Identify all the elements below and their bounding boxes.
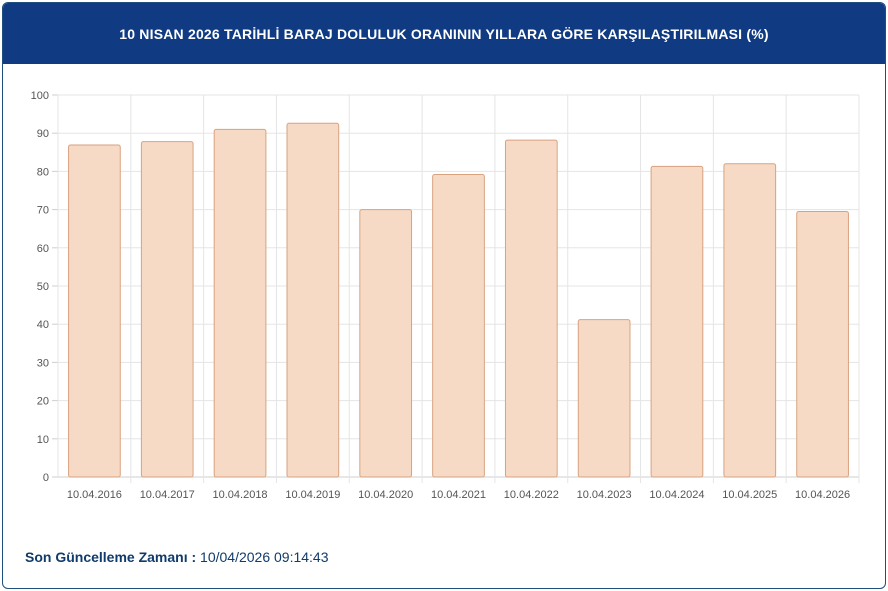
y-tick-label: 40 <box>37 319 49 331</box>
x-tick-label: 10.04.2017 <box>140 489 195 501</box>
x-tick-label: 10.04.2020 <box>358 489 413 501</box>
bar-10.04.2018[interactable] <box>213 128 267 478</box>
x-tick-label: 10.04.2025 <box>722 489 777 501</box>
x-tick-label: 10.04.2018 <box>213 489 268 501</box>
x-tick-label: 10.04.2022 <box>504 489 559 501</box>
bar-10.04.2023[interactable] <box>577 319 631 478</box>
bar-10.04.2019[interactable] <box>286 122 340 478</box>
bar-layer <box>68 122 849 478</box>
y-tick-label: 80 <box>37 166 49 178</box>
x-tick-label: 10.04.2021 <box>431 489 486 501</box>
y-tick-label: 50 <box>37 281 49 293</box>
last-updated-label: Son Güncelleme Zamanı : <box>25 549 197 565</box>
bar-10.04.2020[interactable] <box>359 209 413 478</box>
x-tick-label: 10.04.2024 <box>649 489 704 501</box>
y-tick-label: 90 <box>37 128 49 140</box>
x-tick-label: 10.04.2023 <box>577 489 632 501</box>
card-header: 10 NISAN 2026 TARİHLİ BARAJ DOLULUK ORAN… <box>3 3 885 64</box>
bar-10.04.2022[interactable] <box>504 139 558 478</box>
bar-10.04.2021[interactable] <box>432 173 485 478</box>
last-updated: Son Güncelleme Zamanı : 10/04/2026 09:14… <box>25 549 329 565</box>
y-tick-label: 0 <box>43 472 49 484</box>
x-tick-label: 10.04.2026 <box>795 489 850 501</box>
y-tick-label: 30 <box>37 357 49 369</box>
x-tick-label: 10.04.2016 <box>67 489 122 501</box>
y-tick-label: 10 <box>37 434 49 446</box>
bar-chart: 0 10 20 30 40 50 60 70 80 90 100 10.04.2016 10.04.20… <box>31 90 860 501</box>
chart-title: 10 NISAN 2026 TARİHLİ BARAJ DOLULUK ORAN… <box>119 25 769 42</box>
y-tick-label: 60 <box>37 243 49 255</box>
axis-layer: 0 10 20 30 40 50 60 70 80 90 100 10.04.2016 10.04.20… <box>31 90 850 501</box>
y-tick-label: 70 <box>37 205 49 217</box>
bar-10.04.2025[interactable] <box>723 163 777 478</box>
last-updated-value: 10/04/2026 09:14:43 <box>200 549 329 565</box>
bar-10.04.2024[interactable] <box>650 165 704 478</box>
bar-10.04.2026[interactable] <box>796 211 849 478</box>
y-tick-label: 20 <box>37 396 49 408</box>
bar-10.04.2017[interactable] <box>140 141 194 478</box>
bar-10.04.2016[interactable] <box>68 144 121 478</box>
y-tick-label: 100 <box>31 90 49 102</box>
x-tick-label: 10.04.2019 <box>285 489 340 501</box>
